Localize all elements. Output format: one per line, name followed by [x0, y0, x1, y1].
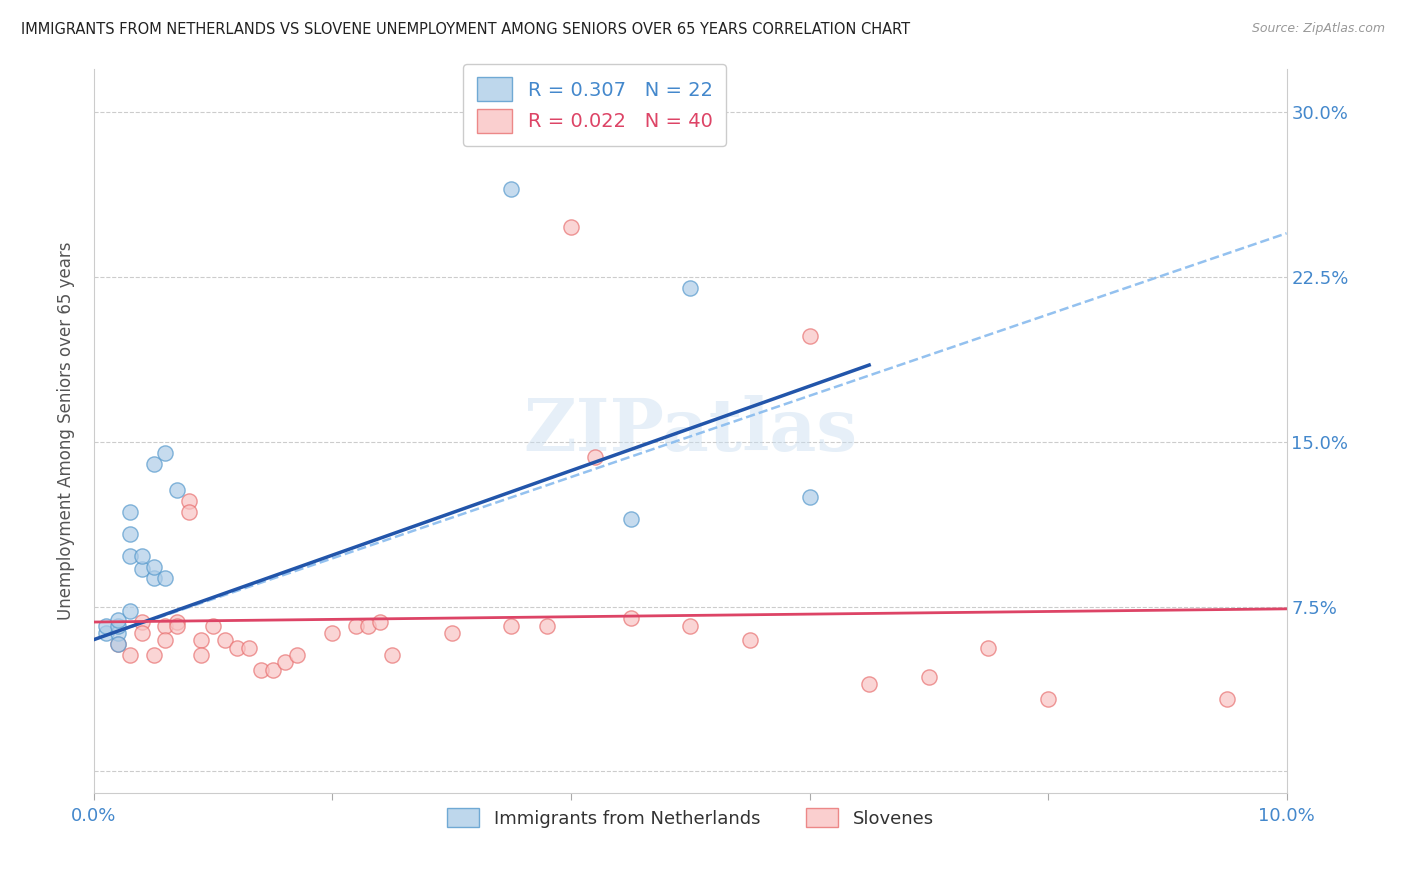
Point — [679, 281, 702, 295]
Point — [131, 549, 153, 563]
Point — [94, 619, 117, 633]
Point — [131, 562, 153, 576]
Point — [214, 632, 236, 647]
Point — [107, 626, 129, 640]
Point — [858, 676, 880, 690]
Point — [357, 619, 380, 633]
Point — [501, 182, 523, 196]
Point — [368, 615, 391, 629]
Point — [321, 626, 343, 640]
Point — [560, 219, 582, 234]
Point — [679, 619, 702, 633]
Point — [118, 604, 141, 618]
Point — [238, 641, 260, 656]
Point — [131, 615, 153, 629]
Point — [799, 490, 821, 504]
Point — [179, 494, 201, 508]
Point — [118, 527, 141, 541]
Point — [381, 648, 404, 662]
Point — [620, 610, 643, 624]
Text: ZIPatlas: ZIPatlas — [523, 395, 858, 467]
Point — [583, 450, 606, 465]
Point — [501, 619, 523, 633]
Point — [202, 619, 225, 633]
Point — [94, 626, 117, 640]
Point — [155, 632, 177, 647]
Point — [977, 641, 1000, 656]
Point — [142, 571, 165, 585]
Point — [190, 648, 212, 662]
Point — [142, 560, 165, 574]
Legend: Immigrants from Netherlands, Slovenes: Immigrants from Netherlands, Slovenes — [440, 801, 941, 835]
Point — [155, 571, 177, 585]
Point — [107, 637, 129, 651]
Point — [107, 637, 129, 651]
Point — [142, 648, 165, 662]
Point — [285, 648, 308, 662]
Point — [536, 619, 558, 633]
Point — [118, 648, 141, 662]
Point — [142, 457, 165, 471]
Point — [155, 446, 177, 460]
Point — [274, 655, 297, 669]
Y-axis label: Unemployment Among Seniors over 65 years: Unemployment Among Seniors over 65 years — [58, 242, 75, 620]
Point — [118, 505, 141, 519]
Point — [179, 505, 201, 519]
Point — [250, 664, 273, 678]
Point — [107, 613, 129, 627]
Point — [738, 632, 761, 647]
Point — [262, 664, 284, 678]
Text: IMMIGRANTS FROM NETHERLANDS VS SLOVENE UNEMPLOYMENT AMONG SENIORS OVER 65 YEARS : IMMIGRANTS FROM NETHERLANDS VS SLOVENE U… — [21, 22, 910, 37]
Point — [1216, 692, 1239, 706]
Point — [1036, 692, 1059, 706]
Point — [166, 483, 188, 498]
Point — [440, 626, 463, 640]
Point — [131, 626, 153, 640]
Point — [166, 619, 188, 633]
Point — [166, 615, 188, 629]
Point — [118, 549, 141, 563]
Point — [344, 619, 367, 633]
Point — [620, 512, 643, 526]
Text: Source: ZipAtlas.com: Source: ZipAtlas.com — [1251, 22, 1385, 36]
Point — [226, 641, 249, 656]
Point — [190, 632, 212, 647]
Point — [918, 670, 941, 684]
Point — [155, 619, 177, 633]
Point — [107, 619, 129, 633]
Point — [799, 329, 821, 343]
